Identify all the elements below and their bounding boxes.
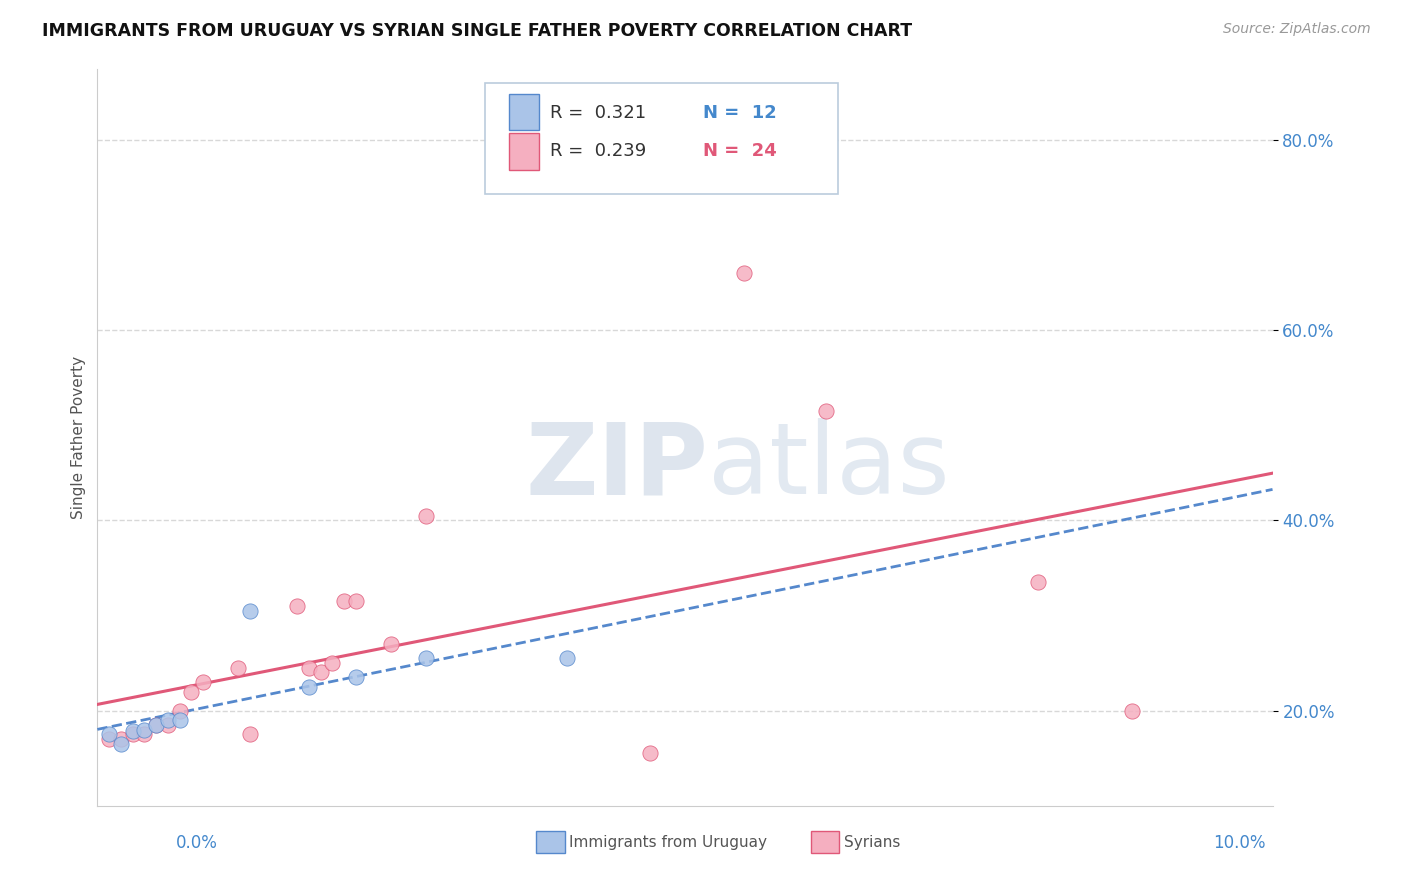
Text: ZIP: ZIP: [526, 418, 709, 515]
Point: [121, 724, 143, 739]
Text: R =  0.321: R = 0.321: [550, 103, 645, 121]
Text: Syrians: Syrians: [844, 835, 901, 849]
Text: Immigrants from Uruguay: Immigrants from Uruguay: [568, 835, 766, 849]
Point: [344, 670, 367, 684]
Point: [557, 651, 579, 665]
Point: [110, 737, 132, 751]
FancyBboxPatch shape: [509, 134, 540, 169]
Point: [145, 718, 167, 732]
Point: [415, 651, 437, 665]
Point: [298, 680, 321, 694]
Point: [415, 508, 437, 523]
Point: [169, 713, 191, 727]
Point: [134, 727, 156, 741]
Point: [733, 266, 755, 280]
Text: R =  0.239: R = 0.239: [550, 142, 645, 160]
Text: IMMIGRANTS FROM URUGUAY VS SYRIAN SINGLE FATHER POVERTY CORRELATION CHART: IMMIGRANTS FROM URUGUAY VS SYRIAN SINGLE…: [42, 22, 912, 40]
Point: [380, 637, 402, 651]
Point: [228, 661, 250, 675]
Point: [98, 727, 121, 741]
Point: [638, 747, 661, 761]
Point: [814, 404, 837, 418]
Point: [333, 594, 356, 608]
Text: Source: ZipAtlas.com: Source: ZipAtlas.com: [1223, 22, 1371, 37]
Point: [145, 718, 167, 732]
Point: [134, 723, 156, 737]
Point: [298, 661, 321, 675]
Point: [321, 656, 343, 670]
Point: [285, 599, 308, 613]
Point: [169, 704, 191, 718]
Text: N =  12: N = 12: [703, 103, 776, 121]
Point: [1026, 575, 1049, 590]
Point: [156, 718, 179, 732]
Point: [239, 604, 262, 618]
Point: [1121, 704, 1143, 718]
Text: 0.0%: 0.0%: [176, 834, 218, 852]
FancyBboxPatch shape: [509, 95, 540, 130]
Point: [98, 732, 121, 747]
Point: [239, 727, 262, 741]
Text: atlas: atlas: [709, 418, 950, 515]
Text: 10.0%: 10.0%: [1213, 834, 1265, 852]
Point: [121, 727, 143, 741]
Point: [110, 732, 132, 747]
Point: [156, 713, 179, 727]
Text: N =  24: N = 24: [703, 142, 776, 160]
FancyBboxPatch shape: [485, 83, 838, 194]
Y-axis label: Single Father Poverty: Single Father Poverty: [72, 356, 86, 518]
Point: [180, 684, 202, 698]
Point: [191, 675, 214, 690]
Point: [309, 665, 332, 680]
Point: [344, 594, 367, 608]
